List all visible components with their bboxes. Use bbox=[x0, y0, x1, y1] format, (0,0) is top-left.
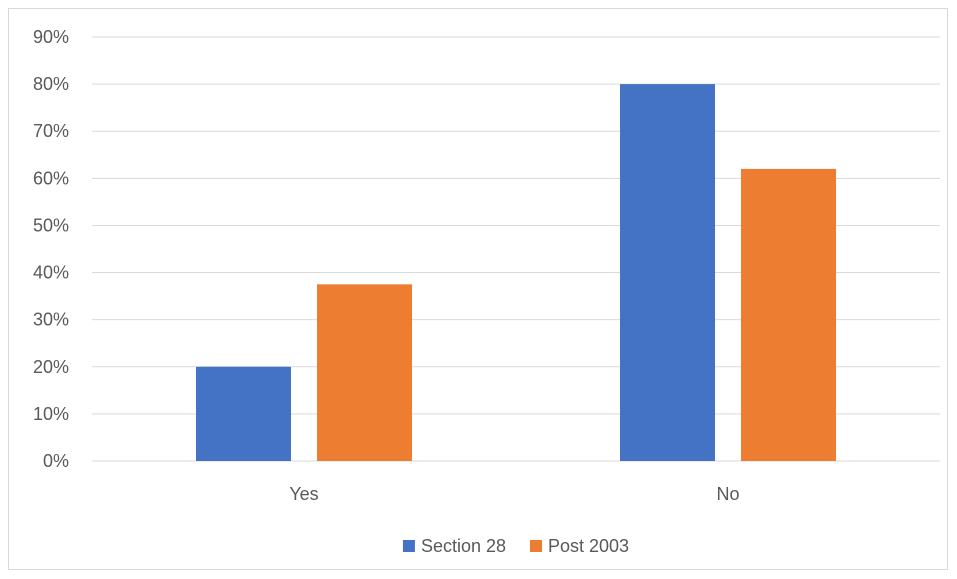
y-tick-label: 80% bbox=[33, 74, 69, 94]
legend-swatch bbox=[402, 540, 415, 552]
legend: Section 28 Post 2003 bbox=[402, 536, 629, 556]
legend-label: Section 28 bbox=[421, 536, 506, 556]
y-axis-tick-labels: 0% 10% 20% 30% 40% 50% 60% 70% 80% 90% bbox=[33, 27, 69, 471]
x-tick-label: Yes bbox=[289, 484, 318, 504]
legend-swatch bbox=[530, 540, 542, 552]
y-tick-label: 50% bbox=[33, 215, 69, 235]
y-tick-label: 70% bbox=[33, 121, 69, 141]
bar-post-2003-yes bbox=[317, 284, 412, 461]
y-tick-label: 10% bbox=[33, 404, 69, 424]
x-tick-label: No bbox=[716, 484, 739, 504]
legend-label: Post 2003 bbox=[548, 536, 629, 556]
bar-section-28-yes bbox=[196, 366, 291, 461]
bar-post-2003-no bbox=[741, 168, 836, 461]
y-tick-label: 60% bbox=[33, 168, 69, 188]
bars bbox=[196, 84, 836, 461]
y-tick-label: 30% bbox=[33, 310, 69, 330]
y-tick-label: 40% bbox=[33, 263, 69, 283]
y-tick-label: 20% bbox=[33, 357, 69, 377]
y-tick-label: 0% bbox=[43, 451, 69, 471]
x-axis-tick-labels: Yes No bbox=[289, 484, 739, 504]
y-tick-label: 90% bbox=[33, 27, 69, 47]
bar-section-28-no bbox=[620, 84, 715, 461]
